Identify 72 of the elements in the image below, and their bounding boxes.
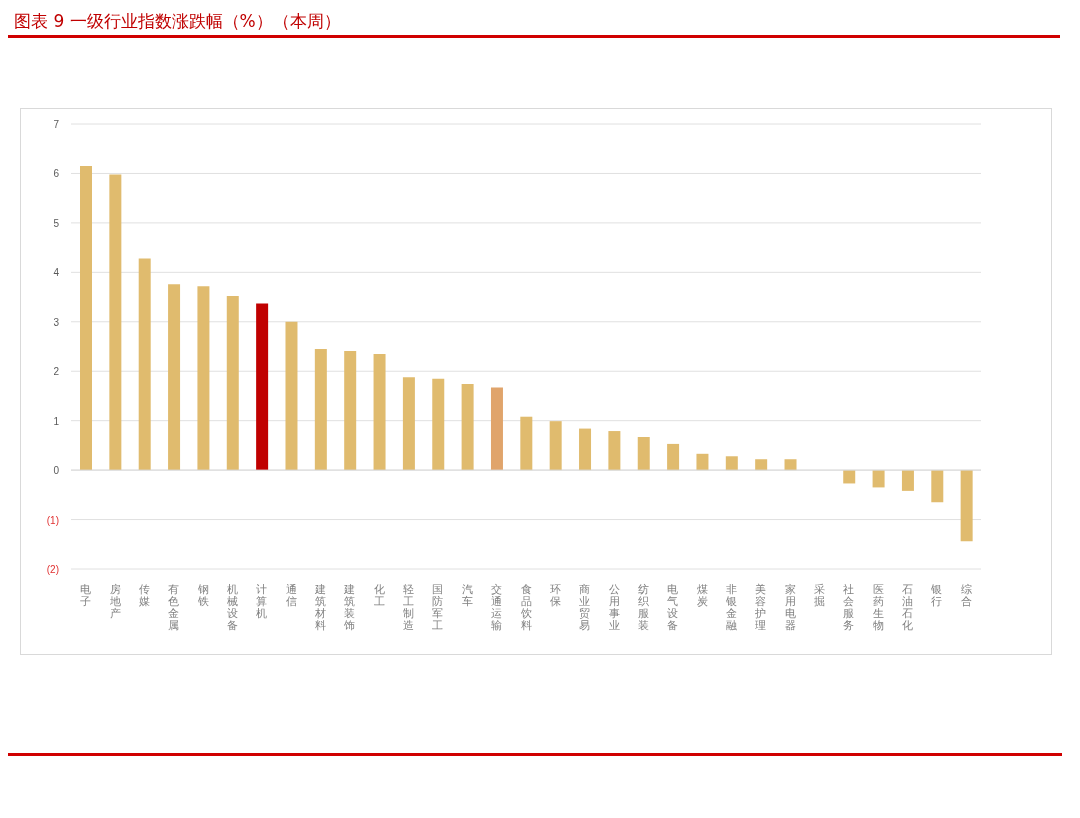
y-tick-label: 7	[53, 119, 60, 130]
bar	[285, 321, 298, 471]
x-tick-label: 电子	[80, 583, 92, 608]
bar	[872, 470, 885, 488]
x-tick-label: 计算机	[256, 583, 268, 620]
x-tick-label: 纺织服装	[637, 583, 649, 632]
x-tick-label: 美容护理	[754, 583, 767, 632]
x-tick-label: 公用事业	[608, 583, 620, 632]
bar	[637, 436, 650, 471]
bar	[344, 350, 357, 471]
bar	[667, 443, 680, 471]
x-tick-label: 建筑装饰	[343, 583, 356, 632]
bar	[373, 353, 386, 471]
x-tick-label: 汽车	[461, 583, 473, 608]
bar	[226, 296, 239, 471]
y-tick-label: 2	[53, 366, 60, 378]
x-tick-label: 医药生物	[872, 583, 884, 632]
x-tick-label: 化工	[373, 583, 385, 608]
bar	[784, 459, 797, 471]
bar	[197, 286, 210, 471]
x-tick-label: 银行	[930, 583, 943, 608]
x-tick-label: 机械设备	[226, 583, 238, 632]
x-tick-label: 食品饮料	[519, 583, 532, 632]
x-tick-label: 建筑材料	[314, 583, 327, 632]
x-tick-label: 环保	[549, 583, 561, 608]
bar	[432, 378, 445, 471]
x-tick-label: 有色金属	[168, 583, 180, 632]
bar	[549, 421, 562, 471]
x-tick-label: 通信	[285, 583, 297, 608]
bar	[931, 470, 944, 503]
x-tick-label: 钢铁	[196, 583, 209, 608]
x-tick-label: 商业贸易	[579, 583, 591, 632]
x-tick-label: 采掘	[814, 583, 826, 608]
chart-title: 图表 9 一级行业指数涨跌幅（%）（本周）	[8, 8, 1060, 38]
bar	[755, 459, 768, 471]
y-tick-label: 5	[53, 217, 60, 229]
x-tick-label: 家用电器	[784, 583, 796, 632]
x-tick-label: 传媒	[138, 583, 150, 608]
bar	[843, 470, 856, 484]
bar	[490, 387, 503, 471]
bar	[80, 166, 92, 471]
y-tick-label: 3	[53, 316, 60, 328]
x-tick-label: 交通运输	[491, 583, 503, 632]
x-tick-label: 综合	[960, 583, 972, 608]
y-tick-label: 0	[53, 465, 60, 477]
y-tick-label: (2)	[46, 564, 59, 575]
y-tick-label: (1)	[46, 514, 59, 526]
x-tick-label: 电气设备	[667, 583, 679, 632]
bar	[696, 453, 709, 471]
bar	[960, 470, 973, 542]
bar	[461, 384, 474, 471]
x-tick-label: 煤炭	[696, 583, 708, 608]
x-tick-label: 国防军工	[432, 583, 444, 632]
bar	[402, 377, 415, 471]
bar	[168, 284, 181, 471]
bar	[314, 348, 327, 471]
x-tick-label: 石油石化	[902, 583, 914, 632]
bar	[608, 431, 621, 471]
bar	[138, 258, 151, 471]
bar	[109, 174, 122, 471]
y-tick-label: 4	[53, 267, 60, 279]
y-tick-label: 1	[53, 415, 60, 427]
y-tick-label: 6	[53, 168, 60, 180]
bar	[725, 456, 738, 471]
bar	[579, 428, 592, 471]
x-tick-label: 非银金融	[724, 583, 737, 632]
bar	[520, 416, 533, 471]
x-tick-label: 社会服务	[843, 583, 855, 632]
bar	[256, 303, 269, 471]
x-tick-label: 房地产	[108, 583, 121, 620]
bar	[901, 470, 914, 491]
x-tick-label: 轻工制造	[403, 583, 415, 632]
